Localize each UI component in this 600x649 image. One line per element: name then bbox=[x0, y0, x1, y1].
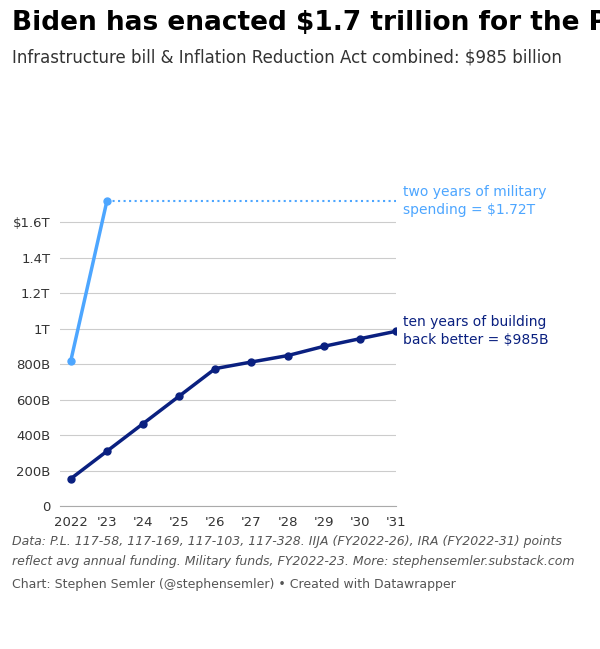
Point bbox=[247, 357, 256, 367]
Point bbox=[283, 350, 292, 361]
Point bbox=[319, 341, 329, 352]
Point bbox=[211, 363, 220, 374]
Text: Chart: Stephen Semler (@stephensemler) • Created with Datawrapper: Chart: Stephen Semler (@stephensemler) •… bbox=[12, 578, 456, 591]
Point bbox=[102, 195, 112, 206]
Point bbox=[355, 334, 365, 344]
Text: Biden has enacted $1.7 trillion for the Pentagon: Biden has enacted $1.7 trillion for the … bbox=[12, 10, 600, 36]
Point bbox=[138, 419, 148, 429]
Text: Infrastructure bill & Inflation Reduction Act combined: $985 billion: Infrastructure bill & Inflation Reductio… bbox=[12, 49, 562, 67]
Point bbox=[102, 446, 112, 456]
Point bbox=[66, 474, 76, 484]
Point bbox=[391, 326, 401, 336]
Text: reflect avg annual funding. Military funds, FY2022-23. More: stephensemler.subst: reflect avg annual funding. Military fun… bbox=[12, 555, 575, 568]
Point bbox=[66, 356, 76, 366]
Point bbox=[175, 391, 184, 401]
Text: ten years of building
back better = $985B: ten years of building back better = $985… bbox=[403, 315, 548, 347]
Text: Data: P.L. 117-58, 117-169, 117-103, 117-328. IIJA (FY2022-26), IRA (FY2022-31) : Data: P.L. 117-58, 117-169, 117-103, 117… bbox=[12, 535, 562, 548]
Text: two years of military
spending = $1.72T: two years of military spending = $1.72T bbox=[403, 184, 547, 217]
